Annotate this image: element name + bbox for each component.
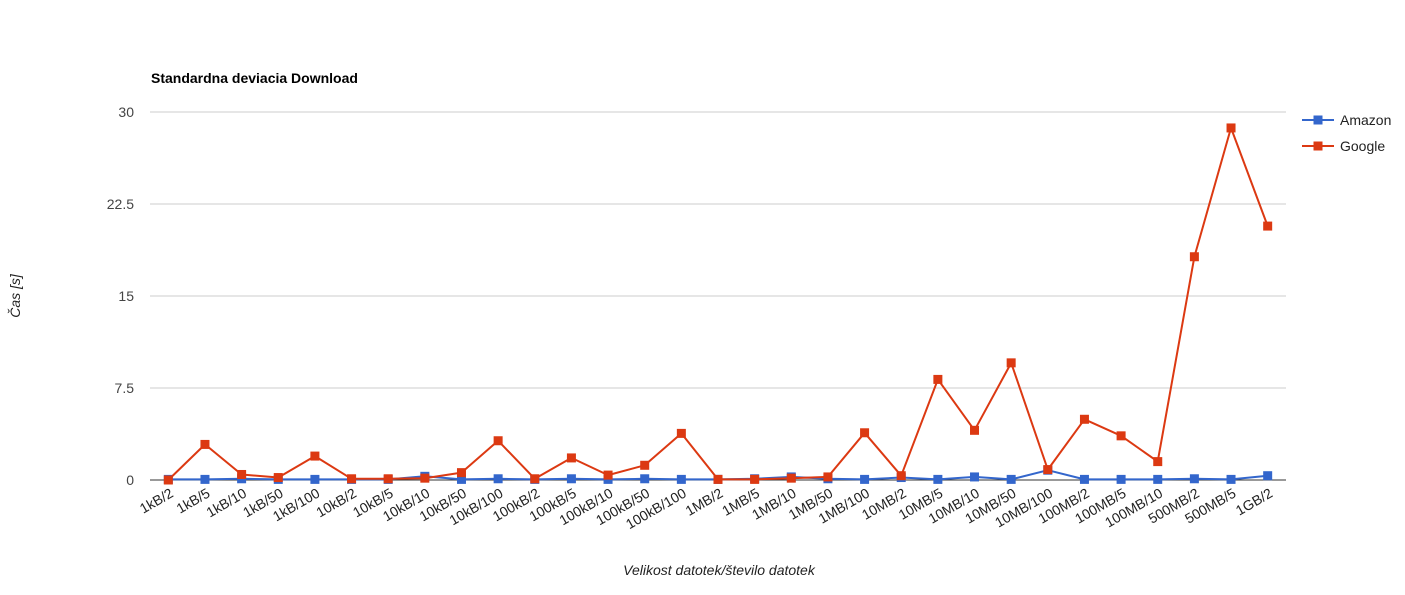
data-point[interactable] bbox=[823, 472, 833, 482]
data-point[interactable] bbox=[237, 469, 247, 479]
data-point[interactable] bbox=[933, 374, 943, 384]
y-tick-label: 30 bbox=[118, 104, 134, 120]
y-tick-label: 7.5 bbox=[115, 380, 135, 396]
x-tick-label: 1kB/2 bbox=[137, 485, 176, 517]
data-point[interactable] bbox=[1263, 221, 1273, 231]
data-point[interactable] bbox=[1153, 474, 1163, 484]
legend-item-amazon[interactable]: Amazon bbox=[1302, 112, 1391, 128]
data-point[interactable] bbox=[1263, 471, 1273, 481]
data-point[interactable] bbox=[493, 436, 503, 446]
x-tick-label: 1kB/10 bbox=[203, 485, 249, 521]
data-point[interactable] bbox=[200, 474, 210, 484]
legend-label: Google bbox=[1340, 138, 1385, 154]
data-point[interactable] bbox=[456, 474, 466, 484]
data-point[interactable] bbox=[1189, 474, 1199, 484]
legend-marker bbox=[1313, 141, 1323, 151]
data-point[interactable] bbox=[933, 474, 943, 484]
data-point[interactable] bbox=[493, 474, 503, 484]
x-tick-label: 10kB/2 bbox=[313, 485, 359, 521]
data-point[interactable] bbox=[970, 472, 980, 482]
y-tick-label: 15 bbox=[118, 288, 134, 304]
series-google bbox=[163, 123, 1273, 485]
data-point[interactable] bbox=[970, 425, 980, 435]
series-group bbox=[163, 123, 1273, 485]
data-point[interactable] bbox=[420, 473, 430, 483]
data-point[interactable] bbox=[1006, 358, 1016, 368]
data-point[interactable] bbox=[456, 468, 466, 478]
data-point[interactable] bbox=[750, 474, 760, 484]
x-axis-ticks: 1kB/21kB/51kB/101kB/501kB/10010kB/210kB/… bbox=[137, 485, 1276, 532]
data-point[interactable] bbox=[383, 474, 393, 484]
data-point[interactable] bbox=[1043, 465, 1053, 475]
data-point[interactable] bbox=[273, 473, 283, 483]
data-point[interactable] bbox=[566, 474, 576, 484]
data-point[interactable] bbox=[640, 474, 650, 484]
data-point[interactable] bbox=[310, 474, 320, 484]
data-point[interactable] bbox=[640, 460, 650, 470]
data-point[interactable] bbox=[1079, 414, 1089, 424]
data-point[interactable] bbox=[310, 451, 320, 461]
x-tick-label: 1GB/2 bbox=[1233, 485, 1276, 519]
data-point[interactable] bbox=[1006, 474, 1016, 484]
data-point[interactable] bbox=[860, 428, 870, 438]
data-point[interactable] bbox=[1116, 431, 1126, 441]
data-point[interactable] bbox=[676, 428, 686, 438]
data-point[interactable] bbox=[163, 475, 173, 485]
y-tick-label: 0 bbox=[126, 472, 134, 488]
data-point[interactable] bbox=[786, 473, 796, 483]
data-point[interactable] bbox=[1226, 474, 1236, 484]
y-axis-ticks: 0 7.5 15 22.5 30 bbox=[107, 104, 134, 488]
y-tick-label: 22.5 bbox=[107, 196, 134, 212]
legend-marker bbox=[1313, 115, 1323, 125]
x-axis-label: Velikost datotek/število datotek bbox=[623, 562, 816, 578]
chart-title: Standardna deviacia Download bbox=[151, 70, 358, 86]
gridlines bbox=[150, 111, 1286, 389]
legend-label: Amazon bbox=[1340, 112, 1391, 128]
legend[interactable]: Amazon Google bbox=[1302, 112, 1391, 154]
series-line-google bbox=[167, 126, 1269, 481]
data-point[interactable] bbox=[1116, 474, 1126, 484]
data-point[interactable] bbox=[530, 474, 540, 484]
data-point[interactable] bbox=[713, 474, 723, 484]
legend-item-google[interactable]: Google bbox=[1302, 138, 1385, 154]
data-point[interactable] bbox=[603, 470, 613, 480]
data-point[interactable] bbox=[1153, 457, 1163, 467]
data-point[interactable] bbox=[860, 474, 870, 484]
y-axis-label: Čas [s] bbox=[7, 273, 23, 318]
data-point[interactable] bbox=[566, 453, 576, 463]
data-point[interactable] bbox=[200, 439, 210, 449]
data-point[interactable] bbox=[676, 474, 686, 484]
data-point[interactable] bbox=[896, 471, 906, 481]
x-tick-label: 1MB/2 bbox=[682, 485, 725, 519]
data-point[interactable] bbox=[1226, 123, 1236, 133]
data-point[interactable] bbox=[347, 474, 357, 484]
data-point[interactable] bbox=[1189, 252, 1199, 262]
data-point[interactable] bbox=[1079, 474, 1089, 484]
